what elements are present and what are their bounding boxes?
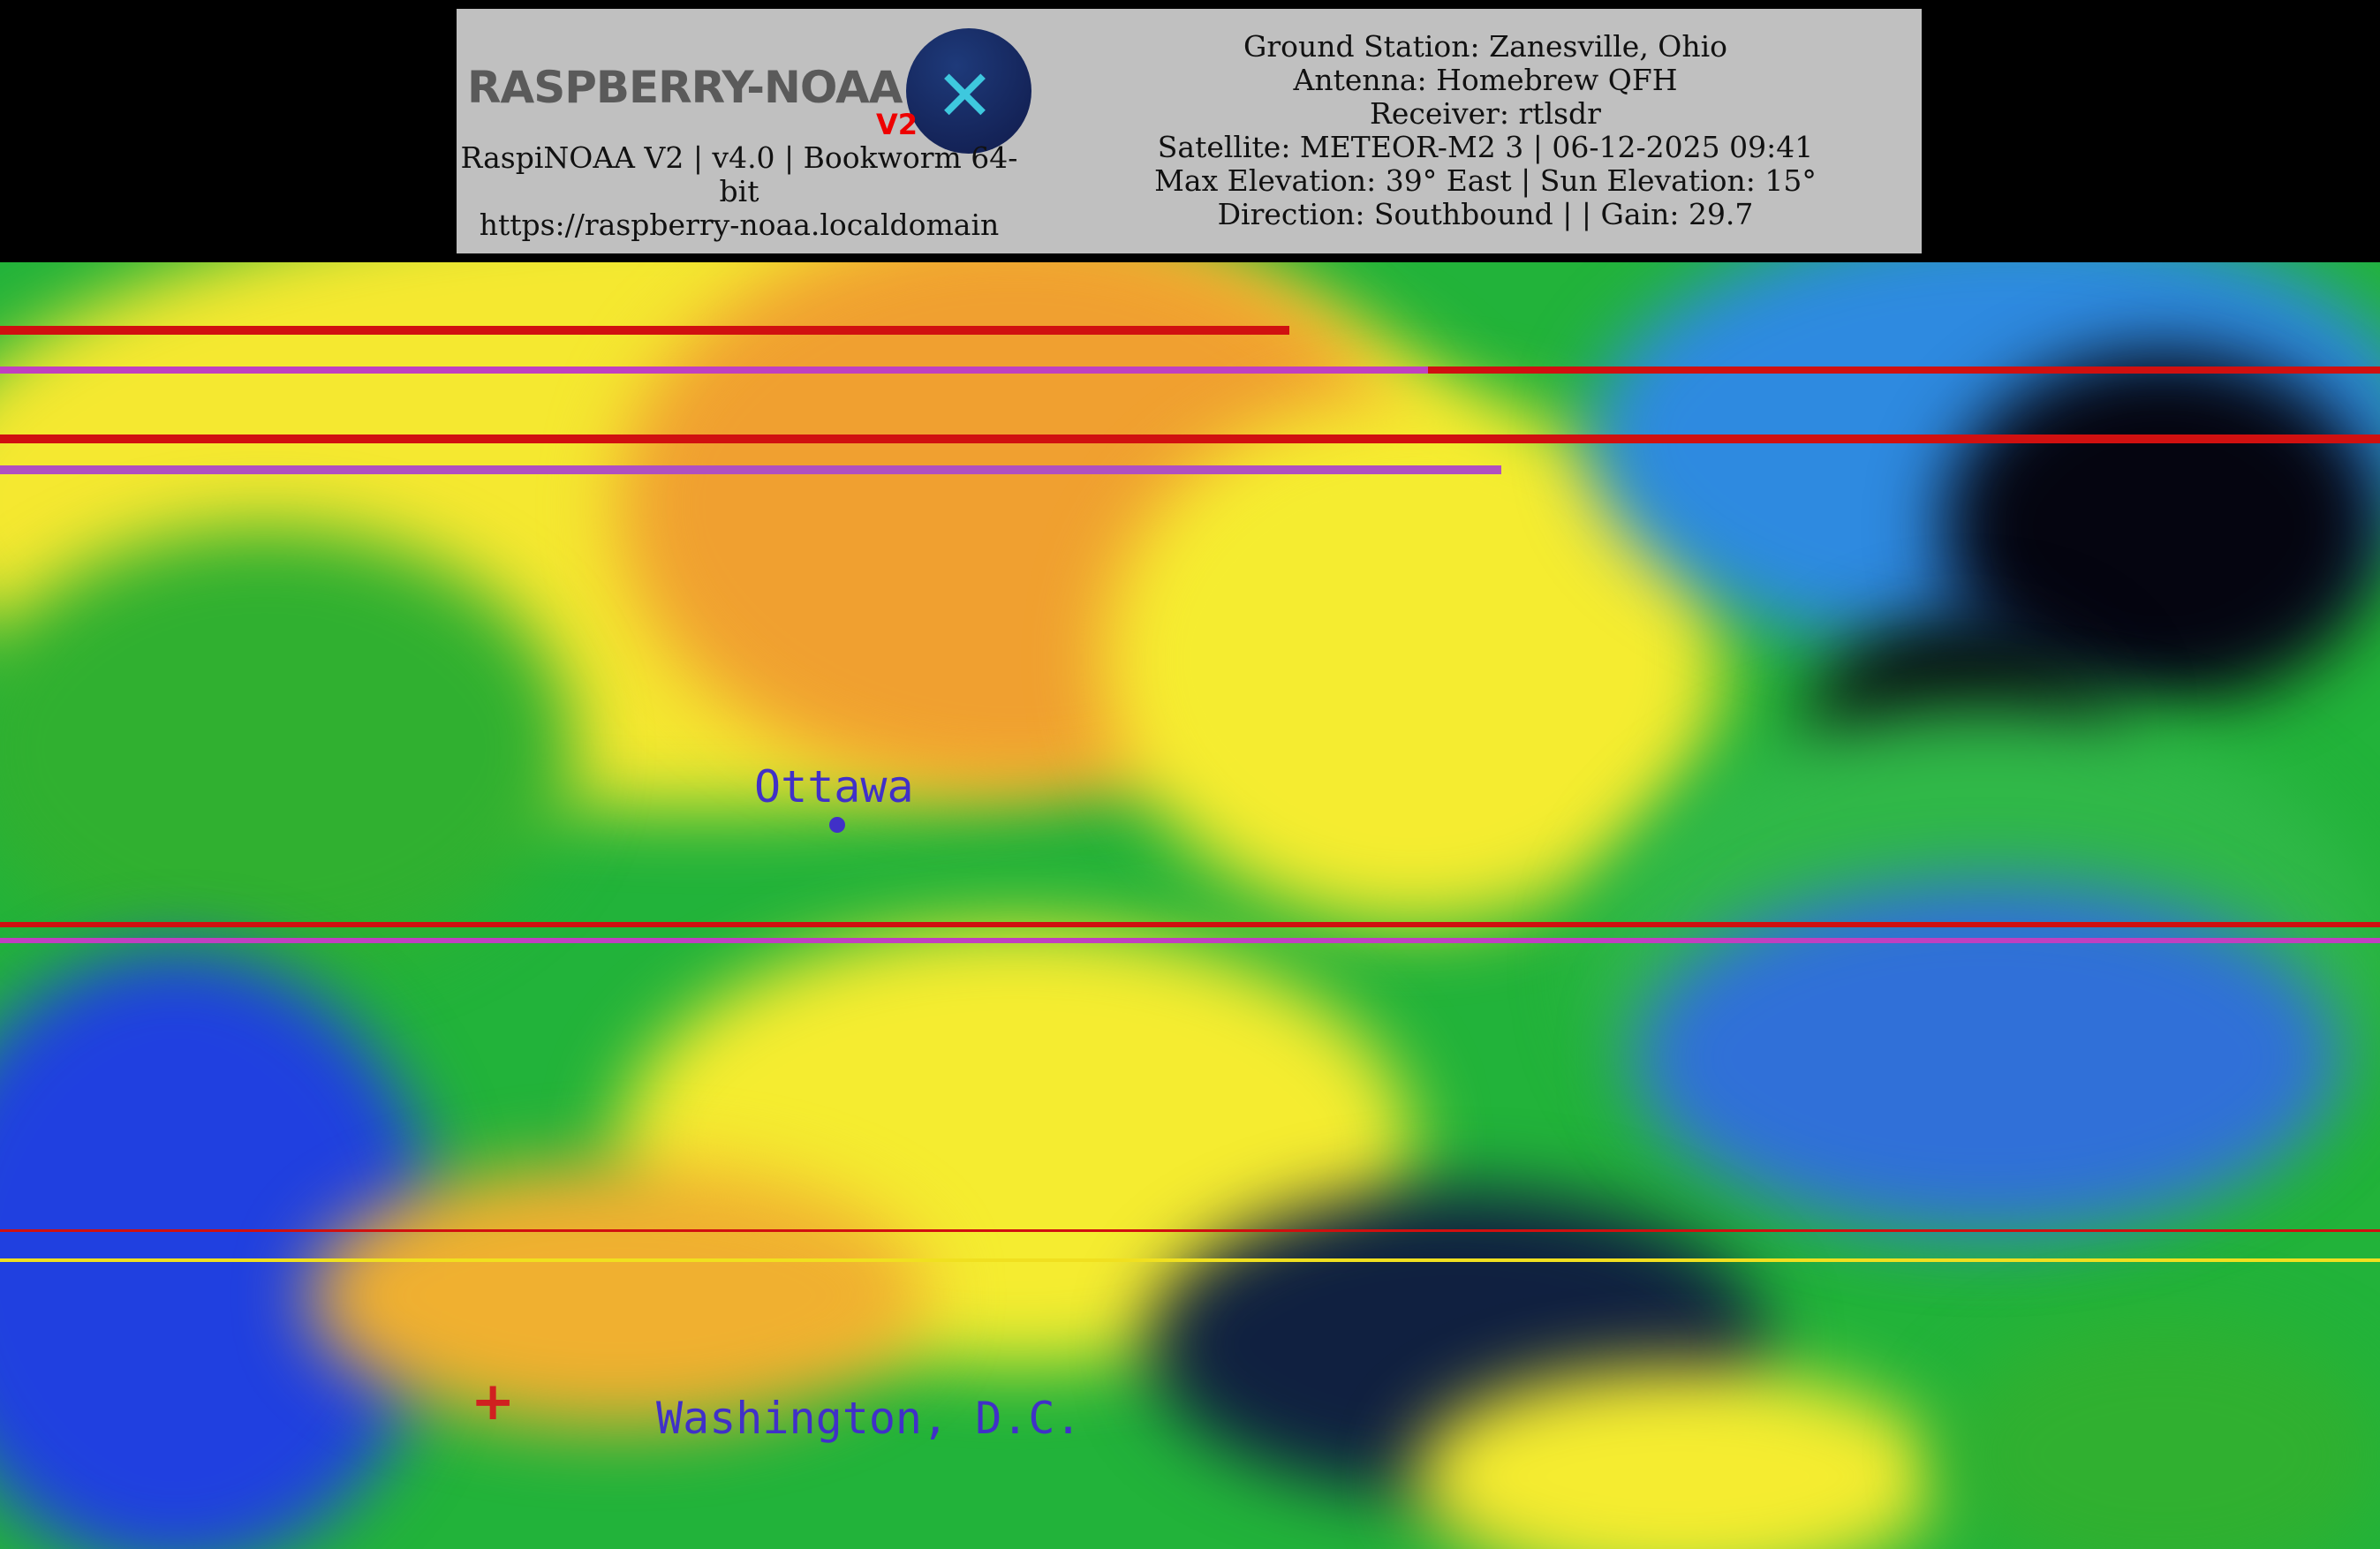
- cloud-region: [1943, 1322, 2380, 1549]
- satellite-image: Ottawa Washington, D.C. +: [0, 262, 2380, 1549]
- ottawa-marker: [829, 817, 845, 833]
- satellite-icon: ✕: [935, 55, 995, 137]
- ground-station: Ground Station: Zanesville, Ohio: [1243, 29, 1728, 64]
- cloud-region: [1634, 880, 2340, 1234]
- satellite-time: Satellite: METEOR-M2 3 | 06-12-2025 09:4…: [1157, 130, 1814, 164]
- cloud-region: [0, 527, 574, 969]
- elevation: Max Elevation: 39° East | Sun Elevation:…: [1154, 163, 1817, 198]
- noise-stripe: [0, 922, 2380, 927]
- noise-stripe: [0, 1229, 2380, 1232]
- ottawa-label: Ottawa: [754, 761, 914, 812]
- version-line: RaspiNOAA V2 | v4.0 | Bookworm 64-bit: [460, 140, 1018, 208]
- noise-stripe: [0, 1258, 2380, 1262]
- noise-stripe: [0, 326, 1289, 335]
- direction-gain: Direction: Southbound | | Gain: 29.7: [1217, 197, 1754, 231]
- antenna: Antenna: Homebrew QFH: [1293, 63, 1678, 97]
- raspberry-noaa-logo: RASPBERRY-NOAA ✕ V2: [467, 19, 1031, 154]
- satellite-logo-icon: [906, 28, 1031, 154]
- cloud-region: [309, 1163, 927, 1428]
- noise-stripe: [0, 434, 2380, 443]
- url-line: https://raspberry-noaa.localdomain: [479, 208, 1000, 242]
- cloud-region: [1413, 1366, 1943, 1549]
- noise-stripe: [0, 938, 2380, 943]
- logo-badge: V2: [876, 108, 918, 141]
- logo-text: RASPBERRY-NOAA: [467, 62, 903, 113]
- receiver: Receiver: rtlsdr: [1370, 96, 1601, 131]
- pass-details: Ground Station: Zanesville, Ohio Antenna…: [1075, 30, 1896, 231]
- software-info: RaspiNOAA V2 | v4.0 | Bookworm 64-bit ht…: [457, 141, 1022, 242]
- washington-label: Washington, D.C.: [656, 1393, 1082, 1444]
- noise-stripe: [0, 366, 2380, 374]
- ground-station-marker-icon: +: [471, 1371, 516, 1432]
- pass-info-banner: RASPBERRY-NOAA ✕ V2 RaspiNOAA V2 | v4.0 …: [457, 9, 1922, 253]
- noise-stripe: [0, 465, 1501, 474]
